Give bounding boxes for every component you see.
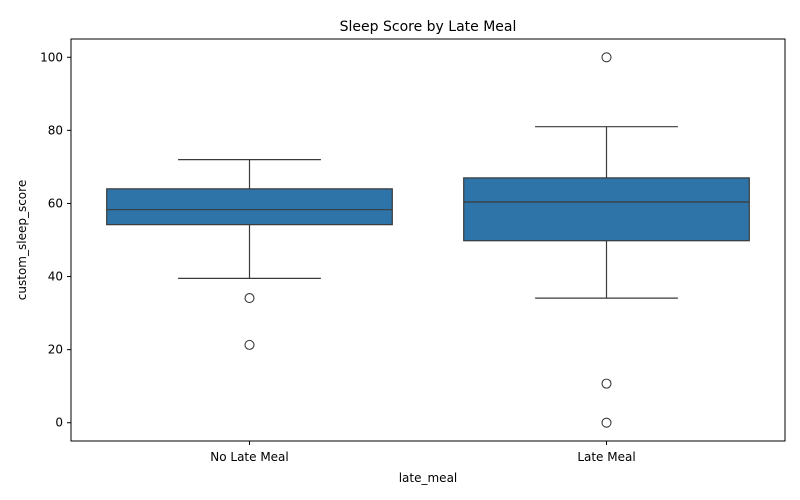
y-tick-label: 20 — [48, 343, 63, 357]
outlier-point — [601, 417, 612, 428]
y-axis-label: custom_sleep_score — [15, 180, 29, 300]
x-axis-label: late_meal — [399, 471, 458, 485]
plot-area: 0 20 40 60 80 100 No Late Meal Late Meal — [40, 50, 750, 464]
x-tick-label: No Late Meal — [210, 450, 289, 464]
outlier-point — [601, 52, 612, 63]
y-tick-label: 0 — [55, 416, 63, 430]
y-tick-label: 60 — [48, 196, 63, 210]
iqr-box — [463, 177, 750, 242]
chart-title: Sleep Score by Late Meal — [340, 19, 517, 35]
y-tick-label: 40 — [48, 270, 63, 284]
y-tick-label: 80 — [48, 123, 63, 137]
iqr-box — [106, 188, 393, 226]
plot-frame — [70, 38, 786, 442]
outlier-point — [244, 293, 255, 304]
x-tick-label: Late Meal — [577, 450, 635, 464]
outlier-point — [244, 339, 255, 350]
outlier-point — [601, 378, 612, 389]
y-tick-label: 100 — [40, 50, 63, 64]
